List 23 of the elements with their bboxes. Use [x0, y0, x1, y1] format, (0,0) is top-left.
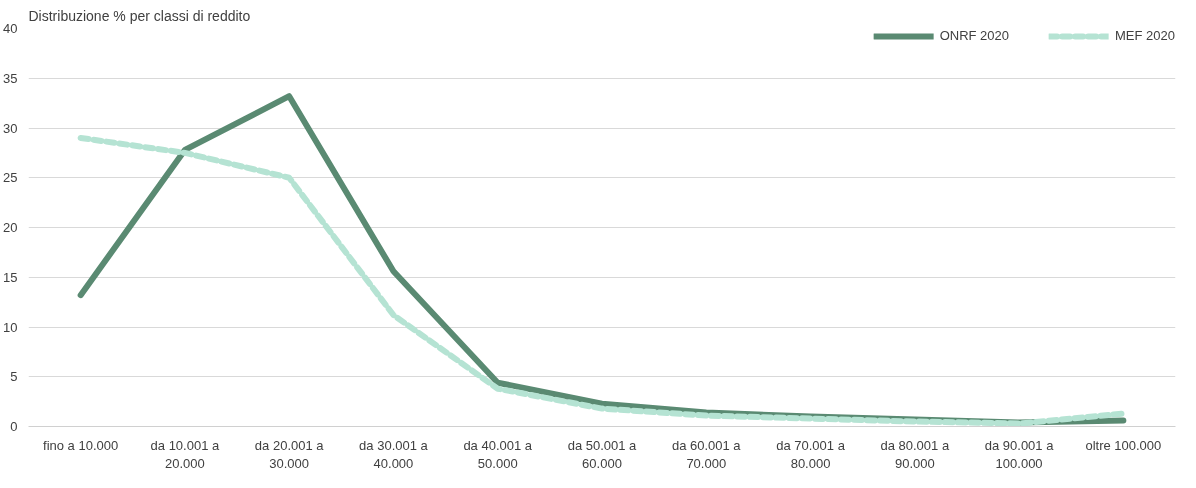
x-tick-label: da 50.001 a 60.000 — [567, 437, 638, 471]
x-tick-label: da 30.001 a 40.000 — [359, 437, 429, 471]
y-tick-label: 10 — [3, 319, 18, 335]
y-tick-label: 25 — [3, 170, 18, 186]
x-tick-label: da 20.001 a 30.000 — [254, 437, 325, 471]
x-tick-label: da 40.001 a 50.000 — [463, 437, 533, 471]
y-tick-label: 20 — [3, 220, 18, 235]
y-tick-label: 15 — [3, 269, 18, 285]
y-tick-label: 40 — [3, 21, 18, 36]
x-tick-label: oltre 100.000 — [1085, 437, 1162, 453]
y-tick-label: 35 — [3, 70, 18, 86]
chart-title: Distribuzione % per classi di reddito — [28, 7, 251, 24]
x-tick-label: fino a 10.000 — [43, 437, 119, 453]
x-tick-label: da 10.001 a 20.000 — [150, 437, 221, 471]
legend-label: ONRF 2020 — [939, 28, 1010, 43]
x-tick-label: da 70.001 a 80.000 — [776, 437, 846, 471]
x-tick-label: da 60.001 a 70.000 — [671, 437, 742, 471]
y-tick-label: 0 — [10, 419, 18, 434]
y-tick-label: 30 — [3, 120, 18, 136]
legend-label: MEF 2020 — [1115, 28, 1175, 43]
x-tick-label: da 90.001 a 100.000 — [984, 437, 1055, 471]
x-tick-label: da 80.001 a 90.000 — [880, 437, 950, 471]
y-tick-label: 5 — [10, 369, 18, 385]
